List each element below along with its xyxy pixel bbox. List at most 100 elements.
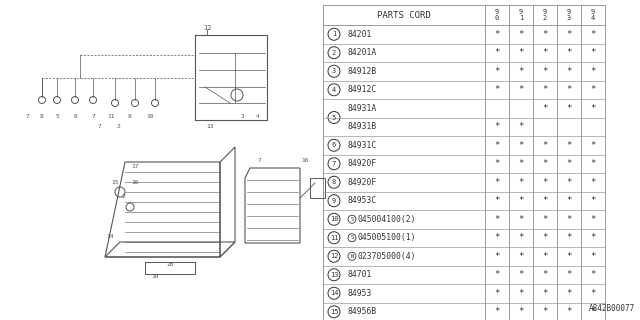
Text: 7: 7 (98, 124, 102, 130)
Text: 10: 10 (147, 114, 154, 118)
Text: *: * (494, 85, 500, 94)
Text: *: * (590, 30, 596, 39)
Text: *: * (566, 233, 572, 242)
Text: *: * (590, 48, 596, 57)
Text: *: * (542, 30, 548, 39)
Text: 11: 11 (330, 235, 339, 241)
Text: 6: 6 (332, 142, 336, 148)
Text: 3: 3 (241, 114, 245, 118)
Text: 045004100(2): 045004100(2) (357, 215, 415, 224)
Text: 8: 8 (332, 179, 336, 185)
Text: *: * (566, 104, 572, 113)
Text: *: * (518, 48, 524, 57)
Text: *: * (518, 289, 524, 298)
Text: 6: 6 (73, 114, 77, 118)
Text: *: * (566, 270, 572, 279)
Text: 19: 19 (151, 275, 159, 279)
Text: *: * (542, 270, 548, 279)
Text: *: * (494, 307, 500, 316)
Text: *: * (542, 104, 548, 113)
Text: *: * (566, 252, 572, 261)
Text: *: * (542, 196, 548, 205)
Text: *: * (566, 289, 572, 298)
Text: 14: 14 (330, 290, 339, 296)
Text: 10: 10 (330, 216, 339, 222)
Text: 15: 15 (330, 309, 339, 315)
Text: *: * (494, 252, 500, 261)
Text: 7: 7 (91, 114, 95, 118)
Text: *: * (566, 85, 572, 94)
Text: 84912C: 84912C (348, 85, 377, 94)
Text: *: * (518, 196, 524, 205)
Text: *: * (590, 233, 596, 242)
Text: 2: 2 (121, 195, 125, 199)
Text: 16: 16 (131, 180, 139, 185)
Text: 14: 14 (106, 235, 114, 239)
Text: *: * (518, 252, 524, 261)
Text: *: * (494, 48, 500, 57)
Text: 4: 4 (256, 114, 260, 118)
Text: *: * (566, 159, 572, 168)
Text: 12: 12 (330, 253, 339, 259)
Text: *: * (494, 233, 500, 242)
Text: 11: 11 (108, 114, 115, 118)
Text: *: * (590, 159, 596, 168)
Text: S: S (350, 235, 354, 240)
Text: *: * (518, 67, 524, 76)
Text: 84201: 84201 (348, 30, 372, 39)
Text: 7: 7 (258, 157, 262, 163)
Text: *: * (542, 215, 548, 224)
Text: 84953C: 84953C (348, 196, 377, 205)
Text: *: * (542, 233, 548, 242)
Text: 9: 9 (332, 198, 336, 204)
Text: *: * (590, 141, 596, 150)
Text: *: * (590, 178, 596, 187)
Text: 9
2: 9 2 (543, 9, 547, 21)
Text: *: * (590, 289, 596, 298)
Text: 5: 5 (55, 114, 59, 118)
Text: *: * (590, 85, 596, 94)
Text: *: * (566, 67, 572, 76)
Text: *: * (518, 270, 524, 279)
Text: *: * (518, 233, 524, 242)
Text: 7: 7 (332, 161, 336, 167)
Text: S: S (350, 217, 354, 222)
Text: *: * (542, 178, 548, 187)
Text: *: * (518, 159, 524, 168)
Text: *: * (518, 30, 524, 39)
Text: *: * (566, 196, 572, 205)
Text: *: * (494, 270, 500, 279)
Text: *: * (494, 122, 500, 131)
Text: 7: 7 (26, 114, 30, 118)
Text: *: * (542, 307, 548, 316)
Text: 84931A: 84931A (348, 104, 377, 113)
Text: *: * (590, 307, 596, 316)
Text: PARTS CORD: PARTS CORD (377, 11, 431, 20)
Text: 17: 17 (131, 164, 139, 170)
Text: 9
0: 9 0 (495, 9, 499, 21)
Text: *: * (494, 30, 500, 39)
Text: 2: 2 (332, 50, 336, 56)
Text: 84920F: 84920F (348, 178, 377, 187)
Text: *: * (542, 85, 548, 94)
Text: *: * (518, 141, 524, 150)
Text: *: * (518, 307, 524, 316)
Text: *: * (590, 67, 596, 76)
Text: 023705000(4): 023705000(4) (357, 252, 415, 261)
Text: 13: 13 (330, 272, 339, 278)
Bar (323, 5, 605, 320)
Text: 045005100(1): 045005100(1) (357, 233, 415, 242)
Text: 5: 5 (332, 115, 336, 121)
Text: 84931C: 84931C (348, 141, 377, 150)
Text: 84931B: 84931B (348, 122, 377, 131)
Text: N: N (350, 254, 354, 259)
Text: *: * (542, 159, 548, 168)
Text: 84701: 84701 (348, 270, 372, 279)
Text: 20: 20 (166, 262, 173, 268)
Text: 84920F: 84920F (348, 159, 377, 168)
Text: *: * (542, 252, 548, 261)
Text: *: * (590, 104, 596, 113)
Text: 16: 16 (301, 157, 308, 163)
Text: *: * (494, 141, 500, 150)
Text: *: * (566, 178, 572, 187)
